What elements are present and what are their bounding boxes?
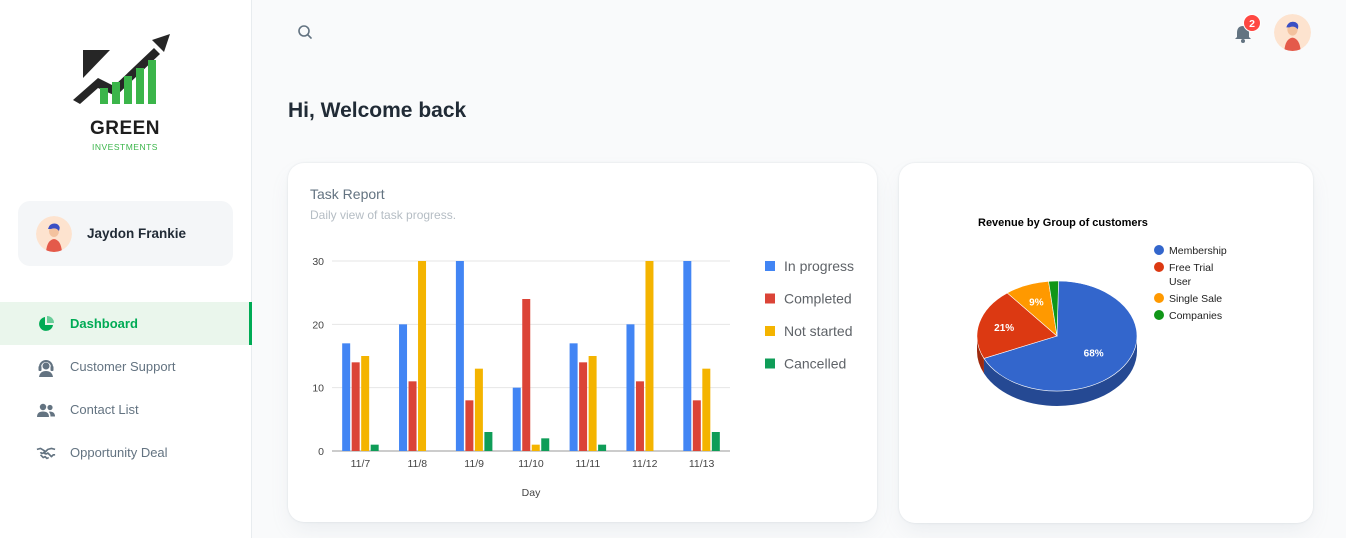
- y-tick-label: 20: [312, 319, 324, 331]
- pie-slice-side: [977, 336, 984, 374]
- bar[interactable]: [474, 368, 483, 451]
- legend-label: Not started: [784, 323, 852, 339]
- legend-swatch: [765, 326, 775, 336]
- y-tick-label: 30: [312, 256, 324, 268]
- pie-slice-label: 9%: [1029, 297, 1044, 308]
- legend-swatch: [1154, 310, 1164, 320]
- brand-name: GREEN: [89, 118, 161, 139]
- task-report-card: Task Report Daily view of task progress.…: [288, 163, 877, 522]
- sidebar: GREEN INVESTMENTS Jaydon Frankie Dashboa…: [0, 0, 252, 538]
- bar[interactable]: [399, 324, 408, 451]
- sidebar-item-contact-list[interactable]: Contact List: [0, 388, 252, 431]
- task-report-subtitle: Daily view of task progress.: [310, 208, 457, 222]
- bar[interactable]: [370, 444, 379, 451]
- bar[interactable]: [635, 381, 644, 451]
- x-tick-label: 11/7: [351, 458, 371, 470]
- pie-slice-label: 21%: [994, 323, 1014, 334]
- search-button[interactable]: [293, 20, 317, 44]
- bar[interactable]: [588, 356, 597, 451]
- x-tick-label: 11/13: [689, 458, 715, 470]
- bar[interactable]: [342, 343, 351, 451]
- y-tick-label: 0: [318, 446, 324, 458]
- bar[interactable]: [531, 444, 540, 451]
- legend-swatch: [1154, 262, 1164, 272]
- sidebar-item-customer-support[interactable]: Customer Support: [0, 345, 252, 388]
- sidebar-item-opportunity-deal[interactable]: Opportunity Deal: [0, 431, 252, 474]
- bar[interactable]: [692, 400, 701, 451]
- pie-slice[interactable]: [976, 292, 1058, 359]
- x-tick-label: 11/11: [575, 458, 600, 470]
- sidebar-item-label: Opportunity Deal: [70, 445, 168, 460]
- bar[interactable]: [455, 261, 464, 451]
- x-axis-title: Day: [522, 487, 541, 499]
- revenue-card: Revenue by Group of customers 68% 21% 9% Mem…: [899, 163, 1313, 523]
- pie-chart-icon: [36, 314, 56, 334]
- sidebar-nav: Dashboard Customer Support Contact List …: [0, 302, 252, 474]
- legend-label: Companies: [1169, 310, 1222, 322]
- x-tick-label: 11/9: [464, 458, 484, 470]
- legend-swatch: [1154, 245, 1164, 255]
- bar[interactable]: [569, 343, 578, 451]
- legend-swatch: [765, 261, 775, 271]
- legend-label: Free Trial: [1169, 262, 1213, 274]
- account-avatar[interactable]: [1274, 14, 1311, 51]
- user-avatar: [36, 215, 72, 252]
- bar[interactable]: [522, 299, 531, 451]
- user-name: Jaydon Frankie: [87, 226, 187, 241]
- page-title: Hi, Welcome back: [288, 99, 467, 122]
- legend-swatch: [765, 358, 775, 369]
- pie-slice-label: 68%: [1084, 349, 1104, 360]
- pie-slice[interactable]: [983, 280, 1138, 392]
- task-report-title: Task Report: [310, 186, 385, 202]
- user-card[interactable]: Jaydon Frankie: [18, 201, 233, 266]
- sidebar-item-label: Customer Support: [70, 359, 176, 374]
- bar[interactable]: [351, 362, 360, 451]
- sidebar-item-label: Dashboard: [70, 316, 138, 331]
- bar[interactable]: [626, 324, 635, 451]
- x-tick-label: 11/10: [518, 458, 544, 470]
- brand-subtitle: INVESTMENTS: [92, 142, 158, 152]
- revenue-pie-chart: Revenue by Group of customers 68% 21% 9% Mem…: [976, 217, 1227, 407]
- legend-label: User: [1169, 276, 1192, 288]
- y-tick-label: 10: [312, 383, 324, 395]
- pie-title: Revenue by Group of customers: [978, 217, 1148, 229]
- x-tick-label: 11/12: [632, 458, 658, 470]
- sidebar-item-dashboard[interactable]: Dashboard: [0, 302, 252, 345]
- bar[interactable]: [418, 261, 427, 451]
- pie-slice-side: [983, 336, 1137, 407]
- bar[interactable]: [484, 432, 493, 451]
- legend-label: In progress: [784, 258, 854, 274]
- pie-slice[interactable]: [1048, 280, 1059, 337]
- legend-label: Membership: [1169, 245, 1227, 257]
- bar[interactable]: [361, 356, 370, 451]
- bar[interactable]: [512, 387, 521, 451]
- task-report-chart: 0 10 20 30 11/7 11/8 11/9 11/10 11/11 11/12 11/13 D…: [312, 256, 854, 499]
- bar[interactable]: [579, 362, 588, 451]
- bar[interactable]: [683, 261, 692, 451]
- headset-icon: [36, 357, 56, 377]
- bar[interactable]: [645, 261, 654, 451]
- brand-logo[interactable]: GREEN INVESTMENTS: [70, 30, 180, 155]
- legend-label: Single Sale: [1169, 293, 1222, 305]
- handshake-icon: [36, 443, 56, 463]
- x-tick-label: 11/8: [407, 458, 427, 470]
- legend-swatch: [1154, 293, 1164, 303]
- logo-mark: [73, 34, 170, 104]
- bar[interactable]: [702, 368, 711, 451]
- bar[interactable]: [408, 381, 417, 451]
- legend-swatch: [765, 293, 775, 304]
- notification-badge: 2: [1243, 14, 1261, 32]
- bar[interactable]: [541, 438, 550, 451]
- bar[interactable]: [711, 432, 720, 451]
- sidebar-item-label: Contact List: [70, 402, 139, 417]
- legend-label: Completed: [784, 291, 852, 307]
- search-icon: [298, 25, 312, 39]
- bar[interactable]: [465, 400, 474, 451]
- people-icon: [36, 400, 56, 420]
- bar[interactable]: [598, 444, 607, 451]
- legend-label: Cancelled: [784, 356, 846, 372]
